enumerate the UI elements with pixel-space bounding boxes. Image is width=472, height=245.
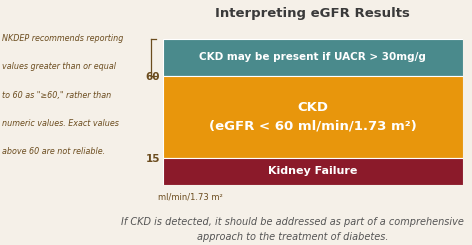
Text: Kidney Failure: Kidney Failure — [268, 166, 357, 176]
Text: to 60 as "≥60," rather than: to 60 as "≥60," rather than — [2, 91, 111, 100]
Text: CKD
(eGFR < 60 ml/min/1.73 m²): CKD (eGFR < 60 ml/min/1.73 m²) — [209, 101, 417, 132]
Text: approach to the treatment of diabetes.: approach to the treatment of diabetes. — [197, 232, 388, 242]
Text: If CKD is detected, it should be addressed as part of a comprehensive: If CKD is detected, it should be address… — [121, 217, 464, 227]
Text: numeric values. Exact values: numeric values. Exact values — [2, 119, 119, 128]
Text: values greater than or equal: values greater than or equal — [2, 62, 117, 72]
Text: above 60 are not reliable.: above 60 are not reliable. — [2, 147, 105, 156]
Text: NKDEP recommends reporting: NKDEP recommends reporting — [2, 34, 124, 43]
Text: CKD may be present if UACR > 30mg/g: CKD may be present if UACR > 30mg/g — [199, 52, 426, 62]
Text: ml/min/1.73 m²: ml/min/1.73 m² — [158, 192, 223, 201]
Bar — [163, 158, 463, 185]
Text: Interpreting eGFR Results: Interpreting eGFR Results — [215, 7, 410, 20]
Bar — [163, 39, 463, 76]
Bar — [163, 76, 463, 158]
